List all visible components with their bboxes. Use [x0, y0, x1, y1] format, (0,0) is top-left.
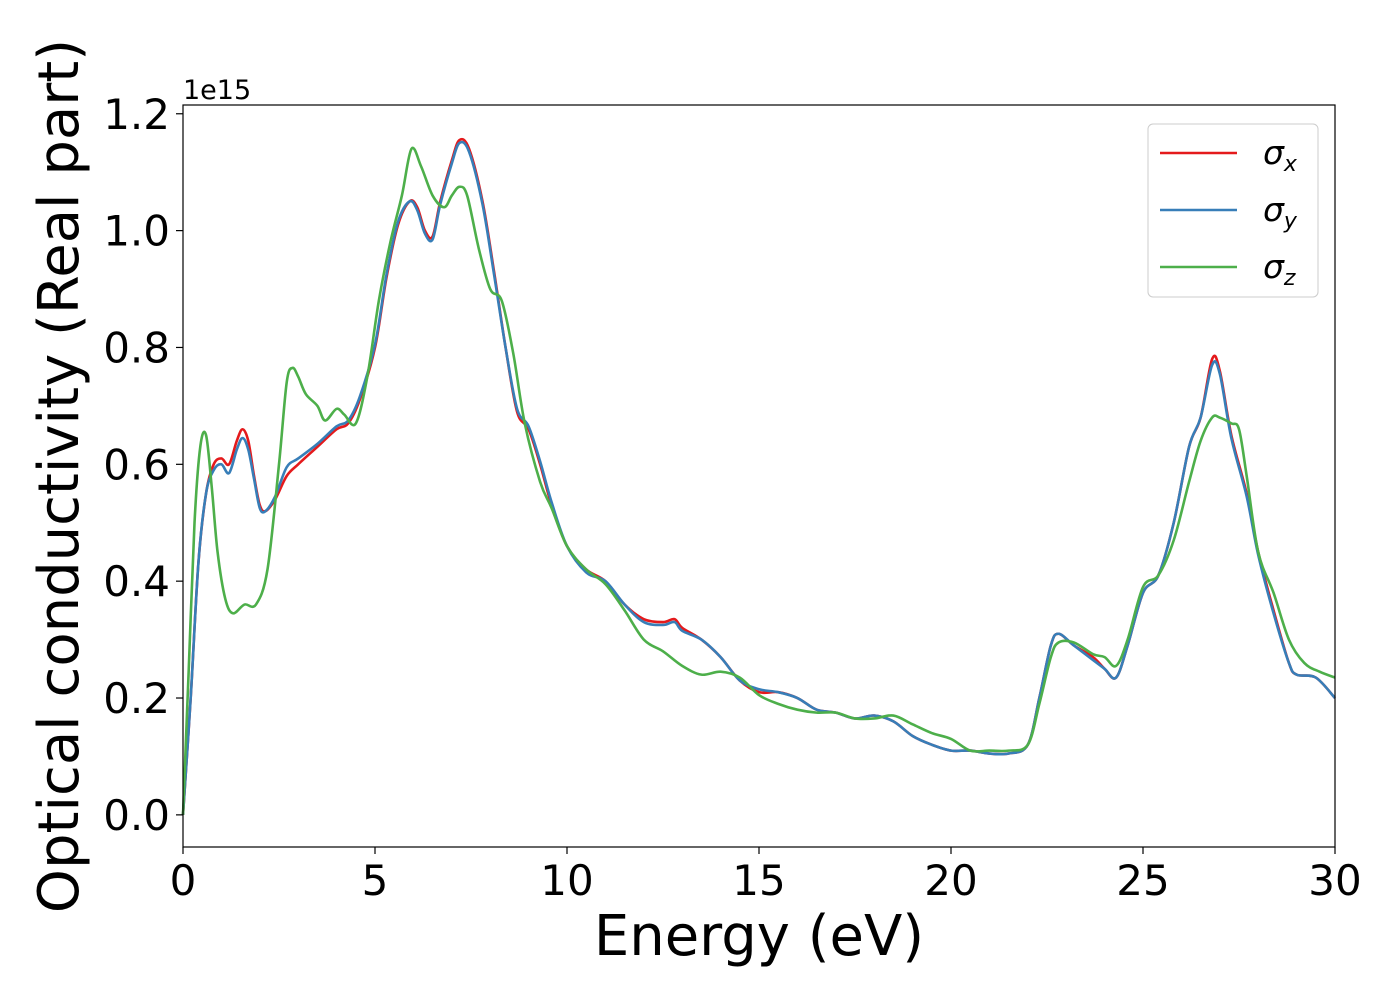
- y-tick-label: 1.2: [103, 90, 170, 139]
- y-axis: 0.0 0.2 0.4 0.6 0.8 1.0 1.2: [103, 90, 183, 840]
- x-tick-label: 30: [1308, 856, 1361, 905]
- x-tick-label: 10: [540, 856, 593, 905]
- x-axis: 0 5 10 15 20 25 30: [170, 847, 1362, 905]
- x-tick-label: 20: [924, 856, 977, 905]
- y-axis-title: Optical conductivity (Real part): [27, 39, 92, 913]
- y-tick-label: 1.0: [103, 207, 170, 256]
- y-tick-label: 0.6: [103, 440, 170, 489]
- x-tick-label: 15: [732, 856, 785, 905]
- x-tick-label: 25: [1116, 856, 1169, 905]
- legend: σx σy σz: [1147, 123, 1319, 298]
- series-lines: [181, 137, 1336, 815]
- series-line-y: [181, 140, 1336, 815]
- y-tick-label: 0.4: [103, 557, 170, 606]
- y-offset-label: 1e15: [183, 75, 251, 106]
- x-axis-title: Energy (eV): [594, 904, 924, 969]
- x-tick-label: 5: [362, 856, 389, 905]
- legend-label-z: σz: [1263, 247, 1296, 291]
- x-tick-label: 0: [170, 856, 197, 905]
- legend-label-x: σx: [1263, 133, 1298, 177]
- series-line-z: [181, 146, 1336, 815]
- legend-label-y: σy: [1263, 190, 1298, 234]
- y-tick-label: 0.2: [103, 674, 170, 723]
- y-tick-label: 0.0: [103, 791, 170, 840]
- y-tick-label: 0.8: [103, 323, 170, 372]
